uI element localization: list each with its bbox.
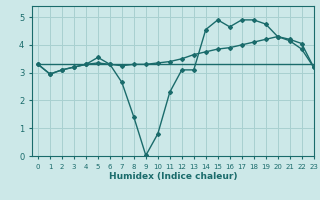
X-axis label: Humidex (Indice chaleur): Humidex (Indice chaleur) bbox=[108, 172, 237, 181]
